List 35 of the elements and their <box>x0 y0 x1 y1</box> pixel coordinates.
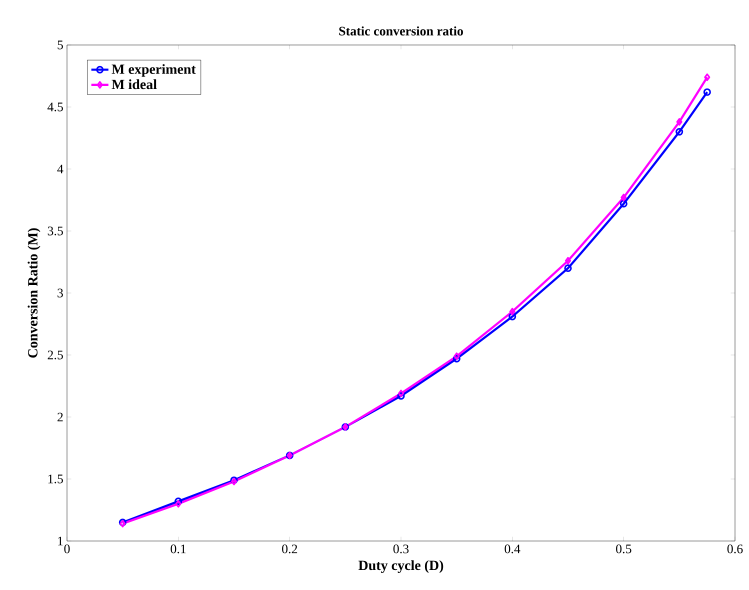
y-tick-label: 3 <box>58 288 63 298</box>
y-tick-label: 4.5 <box>47 102 63 112</box>
x-tick-label: 0.4 <box>504 544 520 554</box>
x-tick-label: 0 <box>64 544 70 554</box>
y-tick-label: 4 <box>57 164 64 174</box>
point <box>676 128 684 136</box>
x-tick-label: 0.2 <box>282 544 298 554</box>
y-axis-title: Conversion Ratio (M) <box>28 228 40 358</box>
point <box>676 118 682 126</box>
point <box>397 392 405 400</box>
point <box>564 264 572 272</box>
y-tick-label: 2.5 <box>48 350 63 360</box>
y-tick-label: 3.5 <box>48 226 63 236</box>
point <box>509 308 516 316</box>
legend-label: M ideal <box>112 79 157 90</box>
point <box>454 352 460 360</box>
y-tick-label: 1.5 <box>48 474 63 484</box>
x-tick-label: 0.3 <box>393 544 409 554</box>
y-tick-label: 1 <box>58 536 63 546</box>
x-tick-label: 0.1 <box>170 544 186 554</box>
point <box>508 312 516 320</box>
x-axis-title: Duty cycle (D) <box>358 560 444 573</box>
point <box>175 500 182 508</box>
point <box>620 194 627 202</box>
x-tick-label: 0.6 <box>727 544 743 554</box>
point <box>564 256 572 265</box>
y-tick-label: 5 <box>58 40 63 50</box>
point <box>398 390 404 398</box>
chart-title: Static conversion ratio <box>339 26 463 36</box>
point <box>174 498 182 506</box>
y-tick-label: 2 <box>58 412 63 422</box>
x-tick-label: 0.5 <box>616 544 632 554</box>
point <box>620 200 628 208</box>
legend-label: M experiment <box>112 64 196 77</box>
point <box>452 354 460 363</box>
